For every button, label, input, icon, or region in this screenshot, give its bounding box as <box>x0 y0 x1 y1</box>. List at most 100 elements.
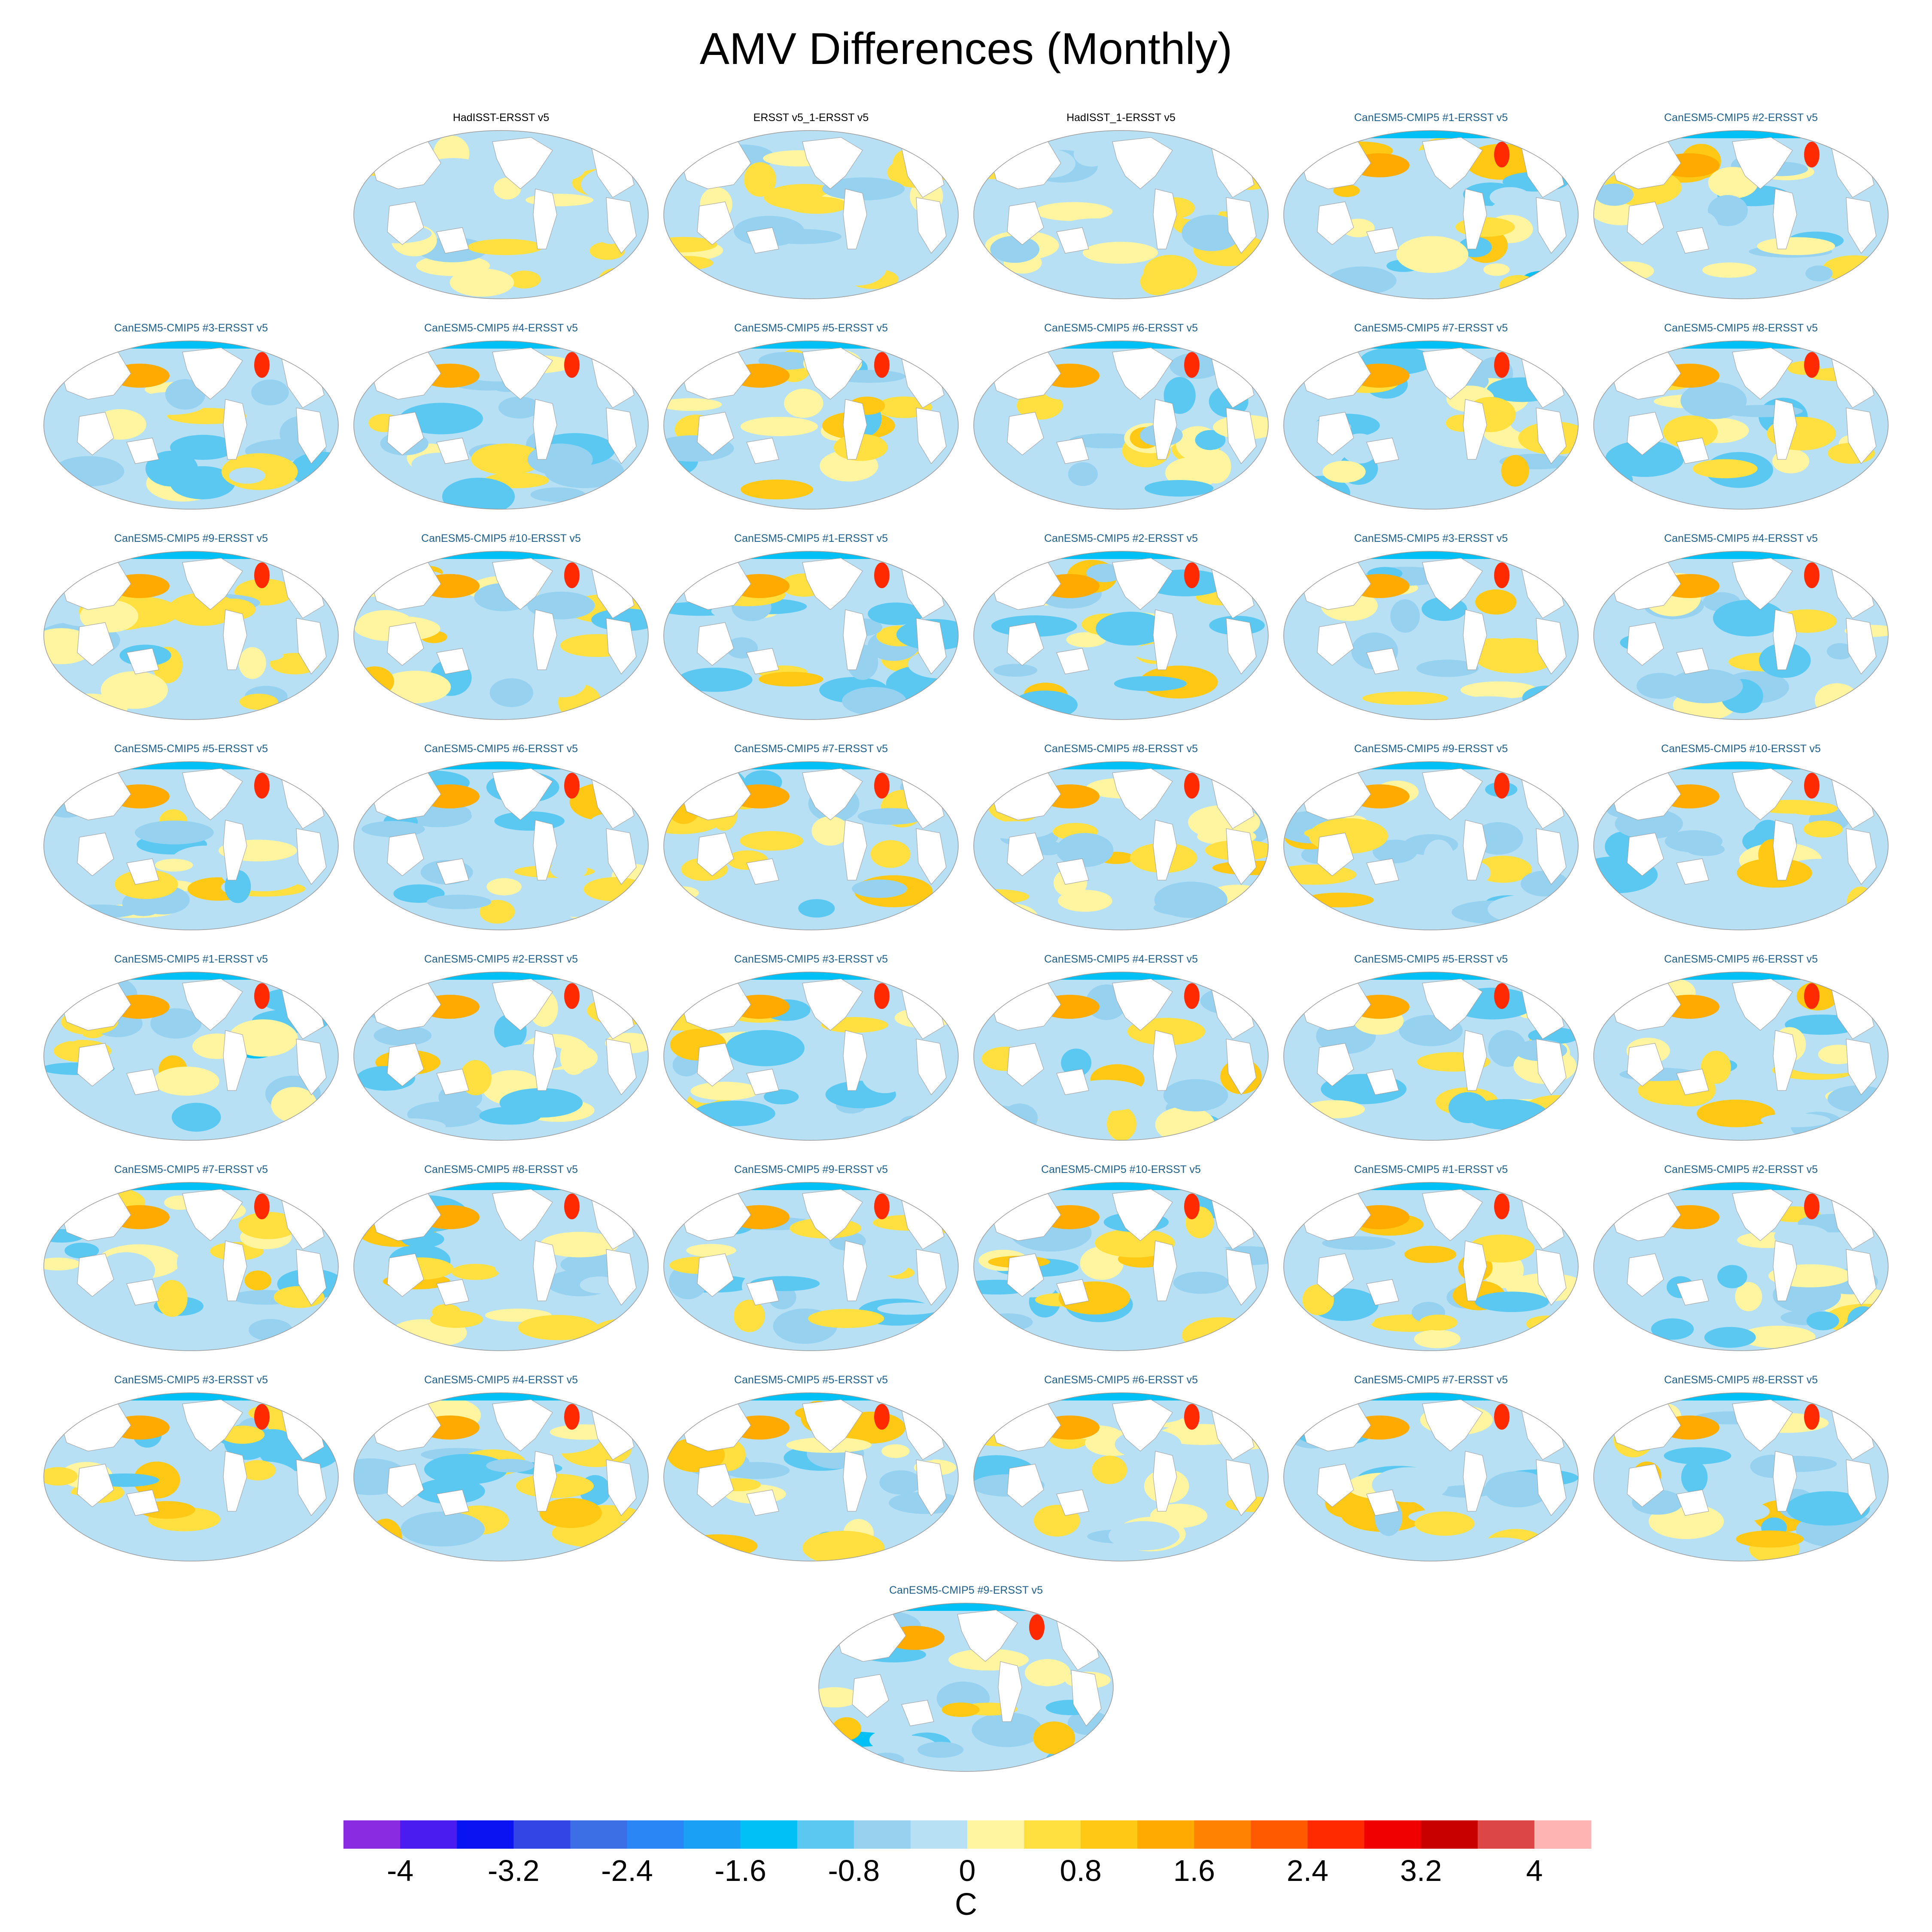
panel-title: CanESM5-CMIP5 #4-ERSST v5 <box>424 322 578 334</box>
land-mass <box>746 1069 779 1095</box>
anomaly-contour <box>220 1425 265 1444</box>
anomaly-contour <box>170 434 236 460</box>
land-mass <box>1056 858 1089 885</box>
anomaly-contour <box>899 1115 928 1133</box>
land-mass <box>746 1489 779 1516</box>
land-mass <box>1007 412 1044 456</box>
map-panel: CanESM5-CMIP5 #7-ERSST v5 <box>1281 323 1581 538</box>
land-mass <box>492 978 553 1031</box>
arctic-band <box>105 341 286 349</box>
panel-title: CanESM5-CMIP5 #6-ERSST v5 <box>1664 953 1818 965</box>
north-atlantic-anomaly <box>1804 983 1820 1009</box>
map-outline <box>663 130 959 299</box>
land-mass <box>843 1451 867 1512</box>
land-mass <box>843 1030 867 1091</box>
map-panel: CanESM5-CMIP5 #1-ERSST v5 <box>661 533 961 748</box>
anomaly-contour <box>134 820 214 844</box>
colorbar-swatch <box>967 1820 1024 1849</box>
anomaly-contour <box>917 1741 964 1758</box>
land-mass <box>1732 1189 1793 1241</box>
anomaly-contour <box>228 1019 298 1057</box>
land-mass <box>1007 832 1044 876</box>
land-mass <box>843 820 867 881</box>
anomaly-contour <box>1475 1291 1549 1312</box>
anomaly-contour <box>1182 215 1242 251</box>
arctic-band <box>1035 1182 1215 1190</box>
anomaly-contour <box>251 379 289 406</box>
anomaly-contour <box>1068 462 1098 486</box>
anomaly-contour <box>176 1247 204 1279</box>
land-mass <box>1846 197 1877 254</box>
land-mass <box>852 1674 889 1718</box>
land-mass <box>296 1459 327 1516</box>
panel-title: CanESM5-CMIP5 #2-ERSST v5 <box>424 953 578 965</box>
land-mass <box>1056 648 1089 674</box>
anomaly-contour <box>399 403 483 434</box>
anomaly-contour <box>508 270 541 289</box>
land-mass <box>1676 1489 1709 1516</box>
map-projection <box>663 761 959 930</box>
anomaly-contour <box>1701 1051 1731 1084</box>
panel-title: CanESM5-CMIP5 #7-ERSST v5 <box>114 1163 268 1176</box>
anomaly-contour <box>1066 632 1106 647</box>
arctic-band <box>1655 762 1835 769</box>
anomaly-contour <box>764 1089 799 1105</box>
north-atlantic-anomaly <box>1184 773 1200 799</box>
anomaly-contour <box>1681 1461 1708 1494</box>
land-mass <box>1112 1399 1173 1452</box>
map-projection <box>663 1392 959 1561</box>
land-mass <box>1676 858 1709 885</box>
land-mass <box>223 820 247 881</box>
colorbar-tick-label: 3.2 <box>1400 1854 1442 1887</box>
anomaly-contour <box>44 987 78 1004</box>
map-projection <box>353 340 649 510</box>
land-mass <box>1627 412 1664 456</box>
land-mass <box>77 412 114 456</box>
north-atlantic-anomaly <box>1184 1194 1200 1219</box>
land-mass <box>533 1451 557 1512</box>
map-panel: CanESM5-CMIP5 #2-ERSST v5 <box>1591 1164 1891 1379</box>
north-atlantic-anomaly <box>254 773 270 799</box>
anomaly-contour <box>1200 449 1231 484</box>
anomaly-contour <box>1140 268 1175 295</box>
colorbar-swatch <box>1251 1820 1308 1849</box>
land-mass <box>223 1240 247 1301</box>
land-mass <box>1422 978 1483 1031</box>
anomaly-contour <box>826 249 887 286</box>
land-mass <box>533 820 557 881</box>
north-atlantic-anomaly <box>874 1404 890 1430</box>
anomaly-contour <box>589 242 625 260</box>
anomaly-contour <box>1489 187 1531 207</box>
north-atlantic-anomaly <box>1494 142 1510 167</box>
map-panel: CanESM5-CMIP5 #6-ERSST v5 <box>351 744 651 958</box>
land-mass <box>697 201 734 245</box>
anomaly-contour <box>1696 1100 1775 1127</box>
anomaly-contour <box>229 467 265 484</box>
anomaly-contour <box>744 162 776 197</box>
land-mass <box>1676 1069 1709 1095</box>
anomaly-contour <box>1595 183 1634 206</box>
land-mass <box>1112 768 1173 820</box>
panel-title: ERSST v5_1-ERSST v5 <box>753 112 869 124</box>
north-atlantic-anomaly <box>1804 352 1820 378</box>
land-mass <box>1422 1189 1483 1241</box>
map-panel: CanESM5-CMIP5 #3-ERSST v5 <box>661 954 961 1169</box>
anomaly-contour <box>1322 1236 1396 1250</box>
panel-title: CanESM5-CMIP5 #8-ERSST v5 <box>424 1163 578 1176</box>
land-mass <box>1007 622 1044 666</box>
land-mass <box>387 1464 424 1507</box>
land-mass <box>1153 1240 1177 1301</box>
anomaly-contour <box>665 886 699 899</box>
anomaly-contour <box>369 1519 402 1556</box>
land-mass <box>182 1189 243 1241</box>
anomaly-contour <box>1284 657 1349 681</box>
anomaly-contour <box>1302 1284 1334 1315</box>
colorbar-swatch <box>1024 1820 1081 1849</box>
map-projection <box>663 972 959 1141</box>
north-atlantic-anomaly <box>874 773 890 799</box>
anomaly-contour <box>808 1309 884 1328</box>
land-mass <box>1846 1039 1877 1095</box>
land-mass <box>126 1489 159 1516</box>
anomaly-contour <box>1056 833 1114 867</box>
colorbar-swatch <box>343 1820 401 1849</box>
